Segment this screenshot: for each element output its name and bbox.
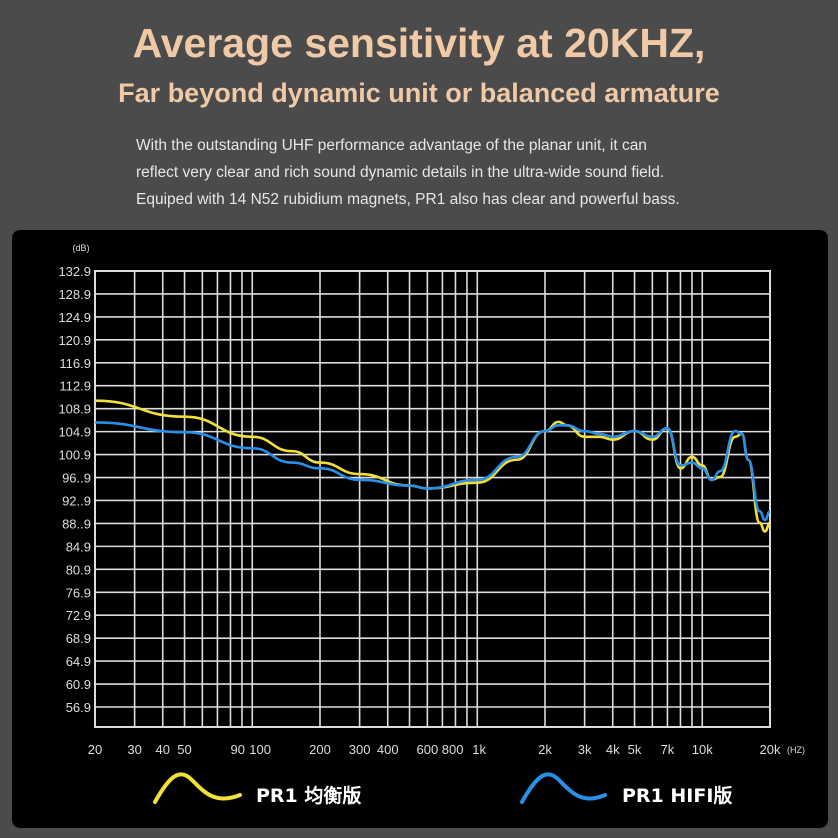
x-tick-label: 50 — [177, 742, 191, 757]
y-tick-label: 100.9 — [58, 448, 91, 463]
y-tick-label: 56.9 — [66, 700, 91, 715]
y-tick-label: 124.9 — [58, 310, 91, 325]
x-tick-label: 200 — [309, 742, 331, 757]
y-tick-label: 96..9 — [62, 471, 91, 486]
x-tick-label: 7k — [661, 742, 675, 757]
x-tick-label: 10k — [692, 742, 713, 757]
x-tick-label: 100 — [249, 742, 271, 757]
x-tick-label: 30 — [127, 742, 141, 757]
x-tick-label: 5k — [628, 742, 642, 757]
x-tick-label: 300 — [349, 742, 371, 757]
y-tick-label: 64.9 — [66, 654, 91, 669]
x-tick-label: 2k — [538, 742, 552, 757]
y-tick-label: 72.9 — [66, 608, 91, 623]
x-tick-label: 40 — [155, 742, 169, 757]
y-tick-label: 76.9 — [66, 585, 91, 600]
y-axis-unit: (dB) — [72, 243, 89, 253]
y-tick-label: 132.9 — [58, 264, 91, 279]
x-tick-label: 3k — [578, 742, 592, 757]
y-tick-label: 116.9 — [59, 356, 91, 371]
legend-label-balanced: PR1 均衡版 — [256, 785, 362, 807]
y-tick-label: 120.9 — [58, 333, 91, 348]
y-tick-label: 68.9 — [66, 631, 91, 646]
y-tick-label: 80.9 — [66, 562, 91, 577]
x-tick-label: 90 — [231, 742, 245, 757]
y-tick-label: 88..9 — [62, 516, 91, 531]
y-tick-label: 104.9 — [58, 425, 91, 440]
x-tick-label: 1k — [472, 742, 486, 757]
description-line: With the outstanding UHF performance adv… — [136, 137, 647, 154]
y-tick-label: 128.9 — [58, 287, 91, 302]
headline: Average sensitivity at 20KHZ, — [132, 20, 706, 66]
legend-label-hifi: PR1 HIFI版 — [622, 785, 733, 807]
x-tick-label: 20k — [760, 742, 781, 757]
x-axis-unit: (HZ) — [787, 745, 805, 755]
description-line: Equiped with 14 N52 rubidium magnets, PR… — [136, 191, 680, 208]
x-tick-label: 800 — [442, 742, 464, 757]
x-tick-label: 600 — [417, 742, 439, 757]
y-tick-label: 108.9 — [58, 402, 91, 417]
y-tick-label: 60.9 — [66, 677, 91, 692]
y-tick-label: 84.9 — [66, 539, 91, 554]
x-tick-label: 4k — [606, 742, 620, 757]
series-line-hifi — [94, 421, 771, 522]
y-tick-label: 112.9 — [59, 379, 91, 394]
y-tick-label: 92..9 — [62, 493, 91, 508]
x-tick-label: 400 — [377, 742, 399, 757]
description: With the outstanding UHF performance adv… — [136, 132, 826, 213]
description-line: reflect very clear and rich sound dynami… — [136, 164, 665, 181]
series-line-balanced — [94, 399, 771, 533]
x-tick-label: 20 — [88, 742, 102, 757]
subheadline: Far beyond dynamic unit or balanced arma… — [118, 78, 720, 108]
